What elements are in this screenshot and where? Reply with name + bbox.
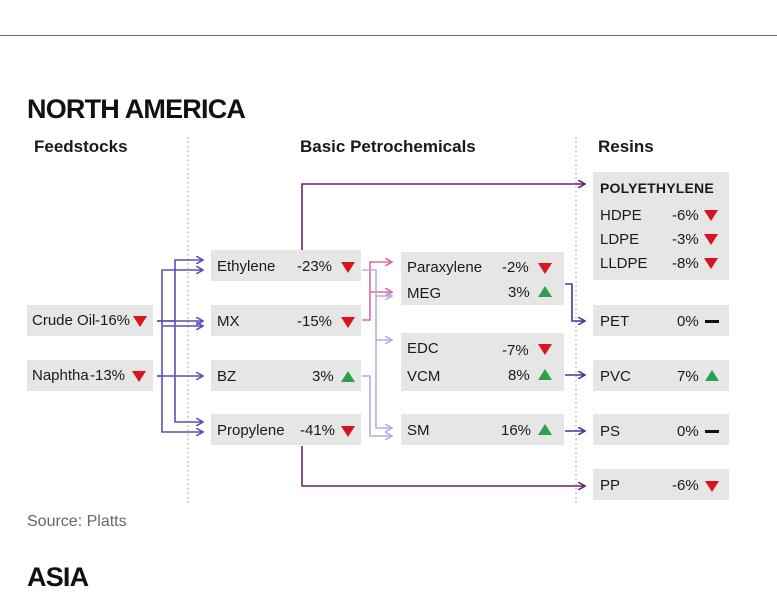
basic-bz: BZ 3% bbox=[211, 360, 361, 391]
intermediate-name: EDC bbox=[407, 340, 439, 357]
resin-name: PS bbox=[600, 423, 621, 440]
basic-name: BZ bbox=[217, 368, 237, 385]
resin-change: -6% bbox=[672, 477, 699, 494]
basic-change: 3% bbox=[312, 368, 334, 385]
resin-name: PET bbox=[600, 313, 630, 330]
down-arrow-icon bbox=[341, 317, 355, 328]
basic-name: Ethylene bbox=[217, 258, 276, 275]
down-arrow-icon bbox=[133, 316, 147, 327]
resin-change: 0% bbox=[677, 423, 699, 440]
up-arrow-icon bbox=[705, 370, 719, 381]
resin-change: -6% bbox=[672, 207, 699, 224]
up-arrow-icon bbox=[538, 286, 552, 297]
intermediate-name: MEG bbox=[407, 285, 442, 302]
basic-change: -15% bbox=[297, 313, 333, 330]
down-arrow-icon bbox=[538, 263, 552, 274]
down-arrow-icon bbox=[132, 371, 146, 382]
feedstock-change: -13% bbox=[90, 367, 126, 384]
resin-name: PVC bbox=[600, 368, 631, 385]
up-arrow-icon bbox=[341, 371, 355, 382]
resin-ps: PS 0% bbox=[593, 414, 729, 445]
feedstock-change: -16% bbox=[95, 312, 131, 329]
feedstock-name: Crude Oil bbox=[32, 312, 96, 329]
flat-dash-icon bbox=[705, 320, 719, 323]
down-arrow-icon bbox=[704, 234, 718, 245]
intermediate-group-edc-vcm: EDC -7% VCM 8% bbox=[401, 333, 564, 391]
next-region-title: ASIA bbox=[27, 562, 89, 592]
column-header-basic-petrochemicals: Basic Petrochemicals bbox=[300, 137, 476, 156]
up-arrow-icon bbox=[538, 369, 552, 380]
basic-change: -41% bbox=[300, 422, 336, 439]
basic-ethylene: Ethylene -23% bbox=[211, 250, 361, 281]
down-arrow-icon bbox=[704, 258, 718, 269]
polyethylene-title: POLYETHYLENE bbox=[600, 180, 714, 196]
column-header-feedstocks: Feedstocks bbox=[34, 137, 128, 156]
intermediate-change: -7% bbox=[502, 342, 529, 359]
region-title: NORTH AMERICA bbox=[27, 94, 246, 124]
resin-name: LLDPE bbox=[600, 255, 648, 272]
source-note: Source: Platts bbox=[27, 513, 127, 530]
feedstock-name: Naphtha bbox=[32, 367, 89, 384]
intermediate-name: Paraxylene bbox=[407, 259, 483, 276]
basic-propylene: Propylene -41% bbox=[211, 414, 361, 445]
intermediate-group-paraxylene-meg: Paraxylene -2% MEG 3% bbox=[401, 252, 564, 305]
basic-name: MX bbox=[217, 313, 240, 330]
up-arrow-icon bbox=[538, 424, 552, 435]
top-divider bbox=[0, 35, 777, 36]
intermediate-change: 16% bbox=[501, 422, 532, 439]
resin-pp: PP -6% bbox=[593, 469, 729, 500]
basic-name: Propylene bbox=[217, 422, 285, 439]
resin-change: -8% bbox=[672, 255, 699, 272]
resin-name: HDPE bbox=[600, 207, 642, 224]
intermediate-change: 3% bbox=[508, 284, 530, 301]
column-header-resins: Resins bbox=[598, 137, 654, 156]
intermediate-sm: SM 16% bbox=[401, 414, 564, 445]
resin-pet: PET 0% bbox=[593, 305, 729, 336]
feedstock-naphtha: Naphtha -13% bbox=[27, 360, 153, 391]
flat-dash-icon bbox=[705, 430, 719, 433]
down-arrow-icon bbox=[538, 344, 552, 355]
resin-change: 7% bbox=[677, 368, 699, 385]
down-arrow-icon bbox=[705, 481, 719, 492]
basic-mx: MX -15% bbox=[211, 305, 361, 336]
intermediate-name: SM bbox=[407, 422, 430, 439]
intermediate-change: -2% bbox=[502, 259, 529, 276]
basic-change: -23% bbox=[297, 258, 333, 275]
feedstock-crude-oil: Crude Oil -16% bbox=[27, 305, 153, 336]
resin-change: -3% bbox=[672, 231, 699, 248]
down-arrow-icon bbox=[341, 262, 355, 273]
intermediate-name: VCM bbox=[407, 368, 441, 385]
resin-name: LDPE bbox=[600, 231, 640, 248]
resin-change: 0% bbox=[677, 313, 699, 330]
down-arrow-icon bbox=[341, 426, 355, 437]
resin-group-polyethylene: POLYETHYLENE HDPE -6% LDPE -3% LLDPE -8% bbox=[593, 172, 729, 280]
resin-name: PP bbox=[600, 477, 621, 494]
resin-pvc: PVC 7% bbox=[593, 360, 729, 391]
down-arrow-icon bbox=[704, 210, 718, 221]
intermediate-change: 8% bbox=[508, 367, 530, 384]
